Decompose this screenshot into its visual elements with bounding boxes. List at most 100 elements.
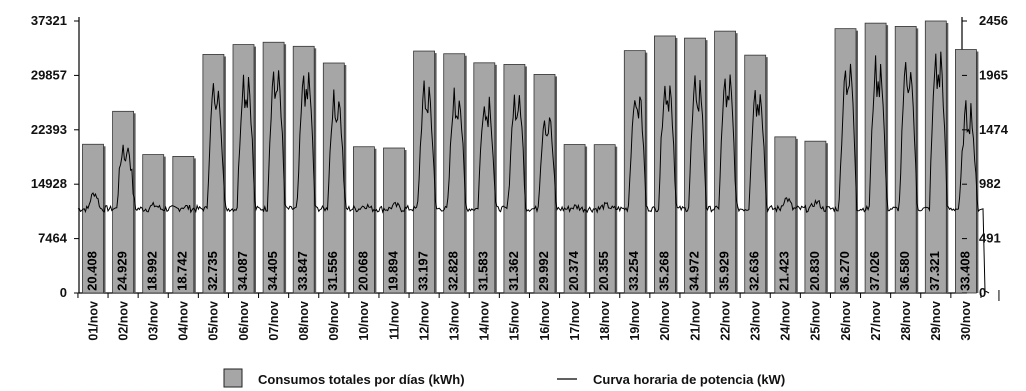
bar-value-label: 37.026 (867, 251, 882, 291)
bar (232, 44, 255, 294)
y-right-tick-label: 1474 (979, 122, 1009, 137)
x-tick-label: 01/nov (86, 301, 100, 341)
bar (924, 20, 947, 294)
bar (202, 54, 225, 294)
legend-label-bars: Consumos totales por días (kWh) (258, 372, 465, 387)
x-tick-label: 09/nov (327, 301, 341, 341)
bar (864, 22, 887, 294)
bar-value-label: 20.068 (355, 251, 370, 291)
x-tick-label: 11/nov (387, 301, 401, 340)
bar-value-label: 20.374 (566, 250, 581, 291)
bar (142, 154, 165, 294)
x-tick-label: 26/nov (839, 301, 853, 341)
bar-value-label: 21.423 (777, 251, 792, 291)
x-tick-label: 24/nov (779, 301, 793, 341)
bar (744, 54, 767, 294)
bar (292, 45, 315, 294)
x-tick-label: 06/nov (237, 301, 251, 341)
bar-value-label: 32.636 (747, 251, 762, 291)
y-left-tick-label: 29857 (31, 67, 67, 82)
x-tick-label: 21/nov (688, 301, 702, 341)
bars: 20.408 24.929 18.992 18.742 32.735 34.087 34.4… (82, 20, 979, 294)
bar-value-label: 34.087 (235, 251, 250, 291)
x-tick-label: 15/nov (508, 301, 522, 341)
x-tick-label: 03/nov (146, 301, 160, 341)
x-tick-label: 10/nov (357, 301, 371, 341)
bar (804, 140, 827, 294)
x-tick-label: 30/nov (959, 301, 973, 341)
x-tick-label: 29/nov (929, 301, 943, 341)
y-right-tick-label: 1965 (979, 67, 1008, 82)
bar (322, 62, 345, 294)
bar-value-label: 32.735 (205, 251, 220, 291)
x-tick-label: 14/nov (478, 301, 492, 341)
bar (112, 110, 134, 294)
bar-value-label: 29.992 (536, 251, 551, 291)
x-tick-label: 28/nov (899, 301, 913, 341)
bar (262, 41, 285, 294)
x-tick-label: 17/nov (568, 301, 582, 341)
bar-value-label: 20.355 (596, 251, 611, 291)
x-tick-label: 23/nov (748, 301, 762, 341)
bar-value-label: 31.362 (506, 251, 521, 291)
bar (654, 35, 676, 294)
x-tick-label: 12/nov (417, 301, 431, 341)
bar-value-label: 35.268 (656, 251, 671, 291)
bar (172, 156, 195, 294)
y-left-tick-label: 37321 (31, 13, 67, 28)
bar (352, 146, 375, 294)
y-right-tick-label: 491 (979, 231, 1001, 246)
x-tick-label: 08/nov (297, 301, 311, 341)
bar-value-label: 36.270 (837, 251, 852, 291)
bar (834, 28, 857, 294)
bar (684, 37, 706, 294)
x-tick-label: 07/nov (267, 301, 281, 341)
y-right-tick-label: 2456 (979, 13, 1008, 28)
bar (563, 144, 586, 294)
x-tick-label: 19/nov (628, 301, 642, 341)
y-right-tick-label: 0 (979, 285, 986, 300)
x-tick-label: 25/nov (809, 301, 823, 341)
x-tick-label: 05/nov (207, 301, 221, 341)
bar (894, 26, 917, 294)
bar-value-label: 33.847 (295, 251, 310, 291)
bar (623, 50, 646, 294)
bar-value-label: 20.408 (84, 251, 99, 291)
bar-value-label: 19.894 (385, 250, 400, 291)
x-tick-label: 20/nov (658, 301, 672, 341)
legend-swatch-bars (223, 368, 243, 388)
bar-value-label: 24.929 (115, 251, 130, 291)
y-left-tick-label: 0 (60, 285, 67, 300)
x-tick-label: 22/nov (718, 301, 732, 341)
bar-value-label: 36.580 (897, 251, 912, 291)
bar (503, 64, 526, 294)
x-tick-label: 16/nov (538, 301, 552, 341)
bar (383, 147, 405, 294)
bar-value-label: 18.992 (145, 251, 160, 291)
bar-value-label: 33.408 (957, 251, 972, 291)
bar (82, 143, 104, 294)
x-tick-label: 13/nov (447, 301, 461, 341)
bar-value-label: 33.254 (626, 250, 641, 291)
bar (593, 144, 616, 294)
bar-value-label: 18.742 (175, 251, 190, 291)
x-tick-label: 02/nov (116, 301, 130, 341)
power-curve-line (77, 51, 990, 294)
bar-value-label: 34.405 (265, 251, 280, 291)
x-tick-label: 18/nov (598, 301, 612, 341)
legend-label-line: Curva horaria de potencia (kW) (593, 372, 785, 387)
bar-value-label: 20.830 (807, 251, 822, 291)
bar-value-label: 33.197 (416, 251, 431, 291)
y-left-tick-label: 14928 (31, 176, 67, 191)
x-tick-label: 04/nov (177, 301, 191, 341)
bar-value-label: 32.828 (446, 251, 461, 291)
y-left-tick-label: 7464 (38, 231, 68, 246)
bar (473, 62, 496, 294)
bar-value-label: 37.321 (927, 251, 942, 291)
bar (774, 136, 797, 294)
y-right-tick-label: 982 (979, 176, 1001, 191)
bar-value-label: 31.583 (476, 251, 491, 291)
axis-ticks: 0 7464 14928 22393 29857 37321 0 491 982 1474 1965… (31, 13, 1009, 341)
legend: Consumos totales por días (kWh) Curva ho… (223, 368, 785, 388)
